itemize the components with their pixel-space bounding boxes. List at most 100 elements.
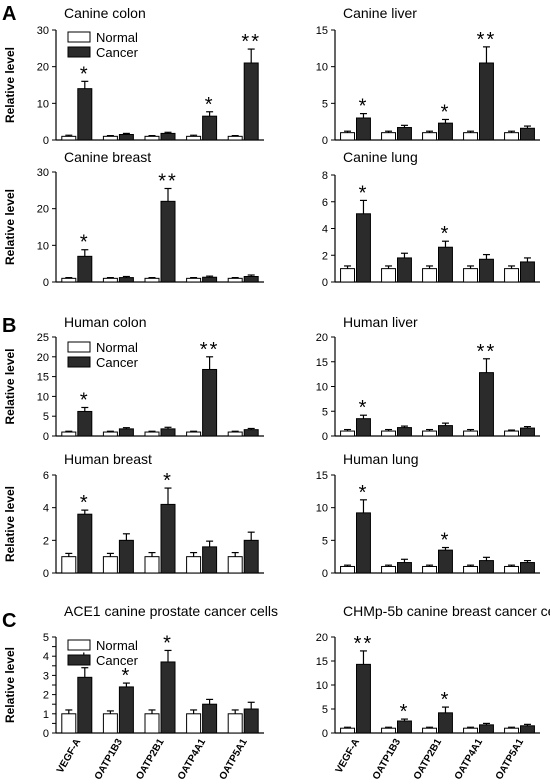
y-axis-label: Relative level <box>3 189 17 265</box>
bar-normal <box>381 268 396 283</box>
y-tick-label: 10 <box>316 680 328 692</box>
bar-normal <box>186 556 202 574</box>
y-tick-label: 2 <box>43 535 49 547</box>
y-tick-label: 0 <box>43 728 49 740</box>
y-tick-label: 10 <box>37 98 49 110</box>
legend-label-normal: Normal <box>96 638 138 653</box>
bar-cancer <box>118 277 134 283</box>
bar-cancer <box>243 276 259 283</box>
bar-normal <box>102 713 118 734</box>
significance-marker: * <box>441 101 451 123</box>
y-tick-label: 0 <box>322 135 328 147</box>
y-tick-label: 0 <box>322 277 328 289</box>
bar-normal <box>463 132 478 141</box>
chart-8: Human lung 0 5 10 15 * * <box>316 451 540 580</box>
significance-marker: * <box>80 492 90 514</box>
bar-normal <box>144 556 160 574</box>
significance-marker: * <box>205 94 215 116</box>
bar-normal <box>422 132 437 141</box>
bar-cancer <box>438 246 453 283</box>
category-label: VEGF-A <box>55 737 83 775</box>
chart-title: Human liver <box>343 314 418 330</box>
y-tick-label: 20 <box>37 352 49 364</box>
y-tick-label: 30 <box>37 167 49 179</box>
bar-cancer <box>520 562 535 574</box>
bar-normal <box>422 268 437 283</box>
bar-cancer <box>438 122 453 141</box>
bar-cancer <box>202 546 218 574</box>
y-tick-label: 0 <box>43 568 49 580</box>
legend-swatch-cancer <box>67 46 91 58</box>
bar-cancer <box>479 372 494 437</box>
chart-title: Canine lung <box>343 149 418 165</box>
bar-cancer <box>356 213 371 283</box>
y-tick-label: 10 <box>316 382 328 394</box>
y-tick-label: 20 <box>316 332 328 344</box>
bar-normal <box>381 430 396 437</box>
bar-cancer <box>243 429 259 437</box>
chart-title: Canine breast <box>64 149 151 165</box>
significance-marker: ** <box>477 29 497 51</box>
y-tick-label: 15 <box>316 470 328 482</box>
panel-label-b: B <box>2 315 16 337</box>
bar-cancer <box>77 410 93 437</box>
panel-label-c: C <box>2 610 16 632</box>
chart-title: Human breast <box>64 451 152 467</box>
bar-normal <box>504 565 519 574</box>
bar-cancer <box>356 418 371 437</box>
bar-normal <box>186 431 202 437</box>
bar-cancer <box>520 127 535 141</box>
y-tick-label: 25 <box>37 332 49 344</box>
y-tick-label: 5 <box>43 632 49 644</box>
y-tick-label: 2 <box>322 250 328 262</box>
y-axis-label: Relative level <box>3 647 17 723</box>
bar-normal <box>227 431 243 437</box>
y-tick-label: 8 <box>322 170 328 182</box>
bar-normal <box>422 430 437 437</box>
category-label: VEGF-A <box>334 737 362 775</box>
bar-cancer <box>479 62 494 141</box>
y-tick-label: 6 <box>43 470 49 482</box>
chart-4: Canine lung 0 2 4 6 8 * * <box>322 149 540 289</box>
bar-normal <box>463 565 478 574</box>
bar-normal <box>463 727 478 734</box>
chart-title: CHMp-5b canine breast cancer cells <box>343 603 550 619</box>
y-tick-label: 2 <box>43 690 49 702</box>
significance-marker: * <box>359 96 369 118</box>
bar-cancer <box>77 676 93 734</box>
bar-normal <box>463 430 478 437</box>
bar-normal <box>504 727 519 734</box>
bar-normal <box>422 565 437 574</box>
y-tick-label: 15 <box>316 656 328 668</box>
significance-marker: * <box>359 482 369 504</box>
y-tick-label: 0 <box>43 431 49 443</box>
bar-normal <box>227 135 243 141</box>
y-axis-label: Relative level <box>3 348 17 424</box>
significance-marker: * <box>122 665 132 687</box>
bar-normal <box>381 727 396 734</box>
significance-marker: ** <box>200 339 220 361</box>
y-tick-label: 5 <box>43 411 49 423</box>
bar-normal <box>340 727 355 734</box>
y-tick-label: 10 <box>37 391 49 403</box>
bar-normal <box>186 135 202 141</box>
bar-cancer <box>160 428 176 437</box>
y-tick-label: 15 <box>316 357 328 369</box>
legend-swatch-cancer <box>67 654 91 666</box>
significance-marker: ** <box>158 171 178 193</box>
chart-title: Human colon <box>64 314 147 330</box>
bar-normal <box>381 132 396 141</box>
bar-cancer <box>118 428 134 437</box>
bar-cancer <box>479 724 494 734</box>
category-label: OATP1B3 <box>93 737 125 782</box>
bar-cancer <box>243 708 259 734</box>
y-tick-label: 20 <box>37 62 49 74</box>
y-tick-label: 0 <box>43 277 49 289</box>
bar-cancer <box>118 539 134 574</box>
y-tick-label: 6 <box>322 197 328 209</box>
bar-normal <box>340 132 355 141</box>
